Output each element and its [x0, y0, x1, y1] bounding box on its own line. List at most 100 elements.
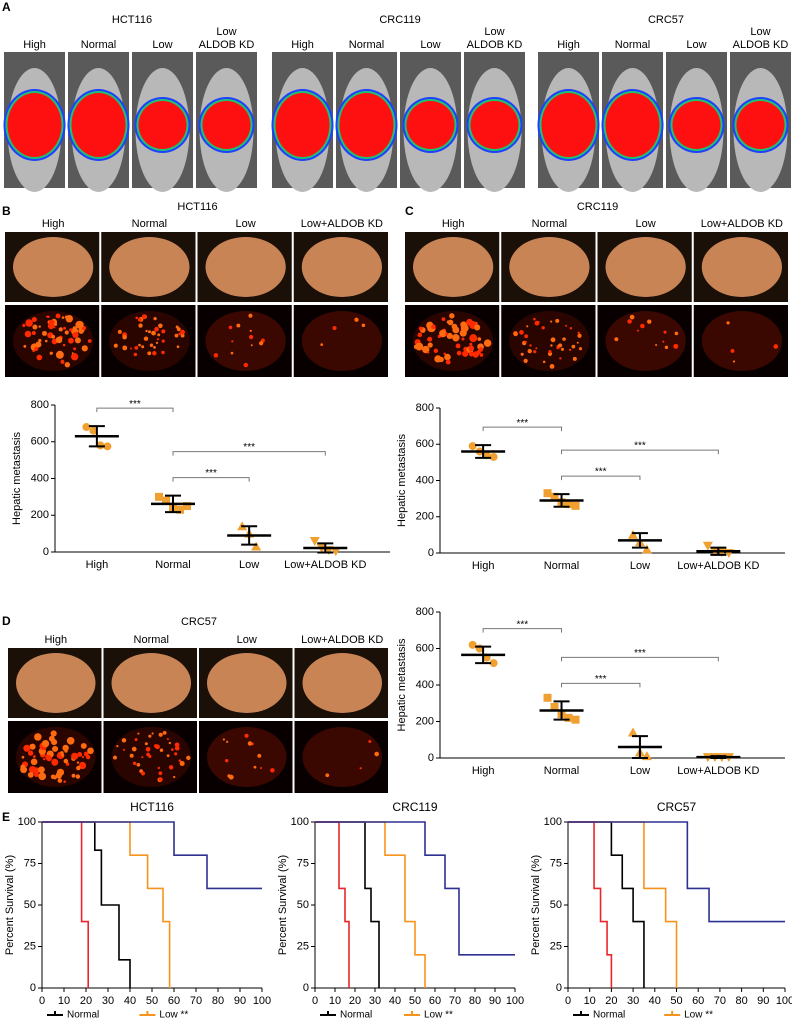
significance-bracket — [482, 426, 563, 432]
metastasis-spot — [565, 324, 568, 327]
y-tick-label: 75 — [24, 857, 36, 869]
metastasis-spot — [161, 329, 166, 334]
data-point — [571, 715, 580, 724]
fluorescence — [302, 727, 382, 787]
metastasis-spot — [447, 319, 454, 326]
metastasis-spot — [519, 330, 524, 335]
metastasis-spot — [244, 733, 249, 738]
metastasis-spot — [145, 746, 151, 752]
metastasis-spot — [359, 767, 362, 770]
x-tick-label: Low — [630, 560, 650, 572]
metastasis-spot — [550, 344, 553, 347]
metastasis-spot — [332, 325, 337, 331]
error-bar — [553, 700, 570, 721]
y-axis-label: Hepatic metastasis — [396, 638, 408, 731]
signal — [672, 101, 721, 149]
data-point — [82, 423, 91, 432]
metastasis-spot — [174, 742, 180, 748]
data-point — [489, 452, 498, 461]
metastasis-spot — [662, 340, 665, 343]
metastasis-spot — [135, 316, 138, 320]
significance-label: *** — [634, 441, 646, 452]
x-tick-label: 30 — [102, 995, 114, 1007]
metastasis-spot — [673, 343, 679, 349]
signal — [71, 93, 126, 157]
metastasis-spot — [75, 320, 84, 329]
error-bar — [631, 735, 648, 759]
liver — [605, 237, 686, 297]
image-label: Normal — [615, 39, 650, 51]
metastasis-spot — [730, 348, 735, 353]
y-tick-label: 50 — [24, 899, 36, 911]
metastasis-spot — [62, 744, 69, 752]
signal — [202, 101, 251, 149]
metastasis-spot — [38, 766, 45, 774]
y-tick-label: 800 — [31, 399, 49, 411]
significance-bracket — [561, 475, 641, 481]
metastasis-spot — [174, 752, 178, 756]
photo-label: Low+ALDOB KD — [301, 634, 383, 646]
metastasis-spot — [171, 748, 174, 751]
metastasis-spot — [130, 347, 133, 350]
metastasis-spot — [78, 761, 87, 770]
y-tick-label: 50 — [550, 899, 562, 911]
metastasis-spot — [60, 359, 65, 364]
metastasis-spot — [655, 343, 658, 347]
metastasis-spot — [455, 343, 461, 349]
metastasis-spot — [53, 322, 58, 326]
fluorescence — [205, 311, 286, 371]
y-tick-label: 400 — [416, 474, 434, 486]
metastasis-spot — [63, 780, 66, 783]
significance-bracket — [482, 628, 563, 633]
metastasis-spot — [230, 351, 234, 355]
metastasis-spot — [562, 337, 566, 341]
liver — [301, 237, 382, 297]
x-tick-label: 70 — [449, 995, 461, 1007]
data-point — [468, 640, 477, 649]
chart-title: CRC119 — [392, 800, 437, 814]
metastasis-spot — [166, 754, 170, 758]
metastasis-spot — [22, 323, 26, 328]
metastasis-spot — [49, 351, 53, 355]
x-tick-label: 50 — [670, 995, 682, 1007]
metastasis-spot — [449, 313, 455, 319]
survival-curve — [568, 821, 678, 988]
metastasis-spot — [161, 350, 165, 355]
metastasis-spot — [136, 762, 141, 767]
signal — [406, 101, 455, 149]
legend-label: Normal — [340, 1010, 372, 1020]
metastasis-spot — [133, 352, 138, 357]
x-tick-label: Normal — [544, 765, 579, 777]
metastasis-spot — [550, 337, 556, 343]
metastasis-spot — [70, 353, 79, 361]
metastasis-spot — [43, 758, 46, 761]
y-tick-label: 800 — [416, 402, 434, 414]
metastasis-spot — [32, 324, 38, 330]
metastasis-spot — [55, 313, 61, 319]
x-tick-label: High — [472, 560, 495, 572]
x-tick-label: High — [472, 765, 495, 777]
metastasis-spot — [147, 330, 151, 334]
metastasis-spot — [63, 758, 69, 764]
metastasis-spot — [427, 336, 433, 342]
x-tick-label: 100 — [776, 995, 792, 1007]
metastasis-spot — [523, 358, 528, 364]
metastasis-spot — [64, 361, 71, 368]
y-axis-label: Percent Survival (%) — [277, 855, 289, 955]
x-tick-label: 50 — [409, 995, 421, 1007]
data-point — [468, 442, 477, 451]
metastasis-spot — [636, 329, 639, 332]
metastasis-spot — [445, 332, 449, 336]
metastasis-spot — [577, 333, 582, 338]
error-bar — [475, 645, 492, 665]
signal — [138, 101, 187, 149]
metastasis-spot — [468, 351, 474, 357]
x-tick-label: 40 — [389, 995, 401, 1007]
metastasis-spot — [478, 347, 484, 352]
metastasis-spot — [81, 755, 85, 759]
metastasis-spot — [34, 733, 42, 741]
metastasis-spot — [174, 333, 179, 338]
metastasis-spot — [147, 351, 152, 356]
metastasis-spot — [64, 749, 68, 753]
metastasis-spot — [35, 341, 42, 348]
